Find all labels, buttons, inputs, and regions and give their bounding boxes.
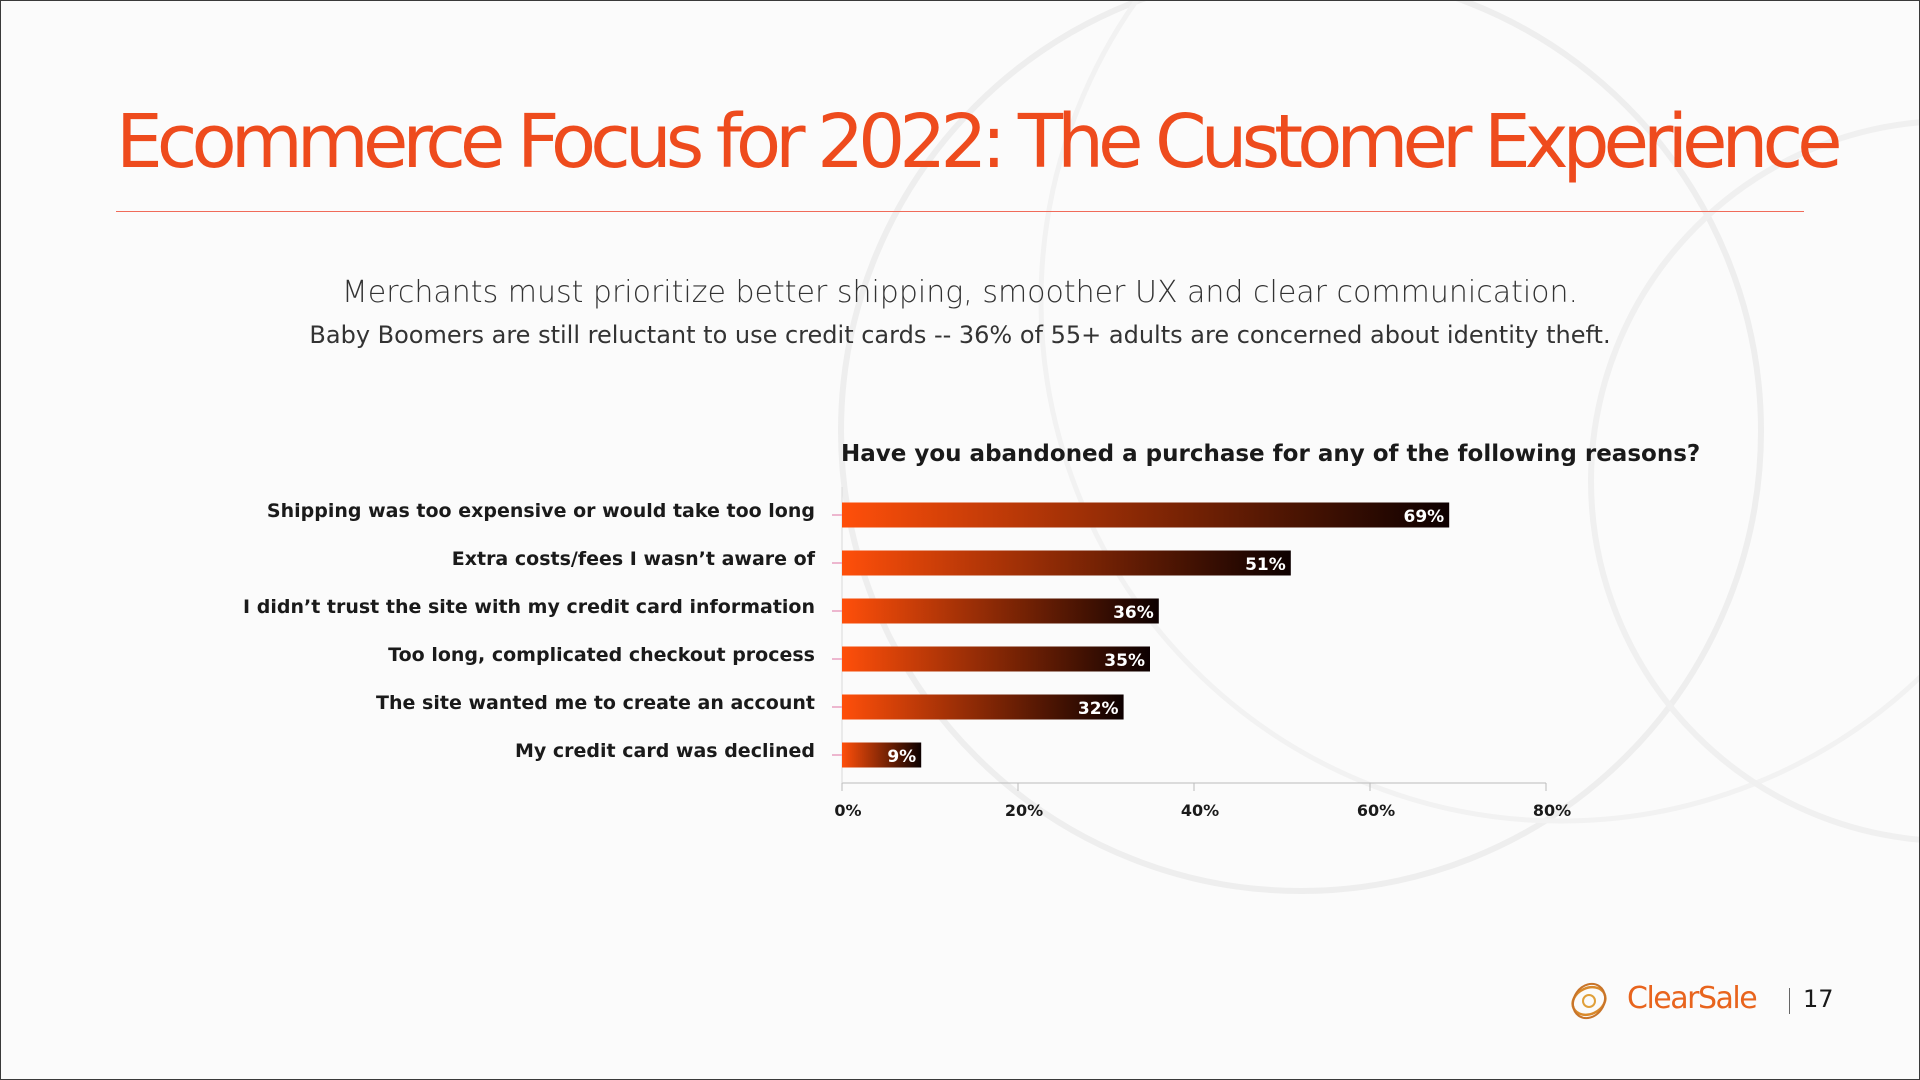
bar <box>842 646 1150 672</box>
footer-divider <box>1789 988 1790 1014</box>
brand-name: ClearSale <box>1627 981 1758 1016</box>
x-tick-label: 60% <box>1357 801 1395 820</box>
bar <box>842 694 1124 720</box>
category-label: I didn’t trust the site with my credit c… <box>243 596 815 618</box>
data-label: 36% <box>1113 603 1154 623</box>
subtitle: Merchants must prioritize better shippin… <box>341 275 1579 310</box>
bar <box>842 598 1159 624</box>
category-label: Extra costs/fees I wasn’t aware of <box>452 548 816 570</box>
data-label: 35% <box>1104 651 1145 671</box>
bar <box>842 550 1291 576</box>
title-divider <box>116 211 1804 212</box>
clearsale-logo-icon <box>1571 982 1607 1020</box>
chart-title: Have you abandoned a purchase for any of… <box>841 441 1701 467</box>
x-tick-label: 20% <box>1005 801 1043 820</box>
category-label: The site wanted me to create an account <box>376 692 815 714</box>
data-label: 51% <box>1245 555 1286 575</box>
category-label: Shipping was too expensive or would take… <box>267 500 815 522</box>
bar <box>842 502 1450 528</box>
category-label: Too long, complicated checkout process <box>388 644 815 666</box>
subtitle-secondary: Baby Boomers are still reluctant to use … <box>309 321 1611 349</box>
data-label: 32% <box>1078 699 1119 719</box>
bar <box>842 742 922 768</box>
x-tick-label: 40% <box>1181 801 1219 820</box>
category-label: My credit card was declined <box>515 740 815 762</box>
data-label: 9% <box>887 747 916 767</box>
page-number: 17 <box>1803 985 1834 1013</box>
x-tick-label: 80% <box>1533 801 1571 820</box>
x-tick-label: 0% <box>834 801 861 820</box>
page-title: Ecommerce Focus for 2022: The Customer E… <box>116 99 1843 185</box>
data-label: 69% <box>1403 507 1444 527</box>
